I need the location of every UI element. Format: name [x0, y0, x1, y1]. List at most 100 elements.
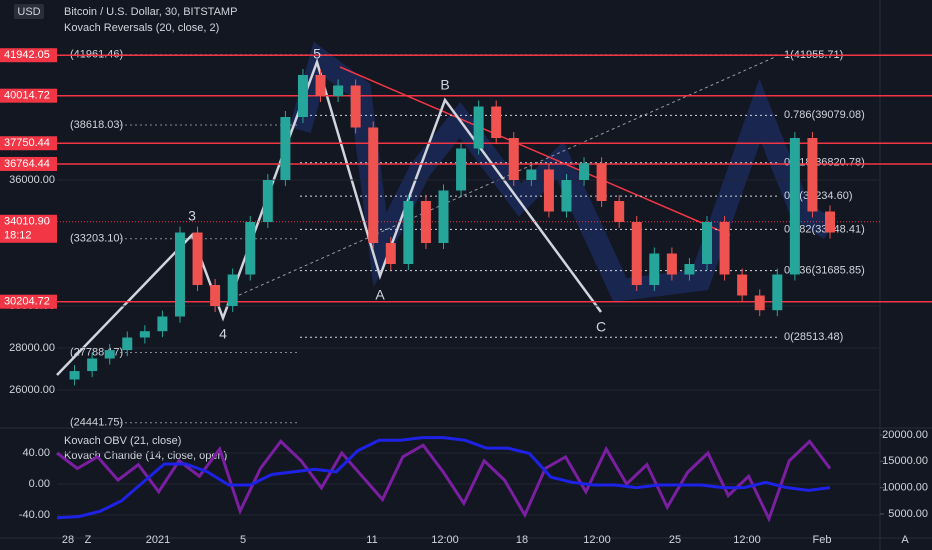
- fib-label: 0.382(33648.41): [784, 223, 865, 235]
- level-label: 30204.72: [4, 296, 50, 308]
- candle: [543, 169, 554, 212]
- candle: [649, 253, 660, 285]
- candle: [702, 222, 713, 264]
- fib-label: 0.786(39079.08): [784, 109, 865, 121]
- candle: [456, 148, 467, 191]
- level-label: 37750.44: [4, 137, 50, 149]
- wave-label: 4: [219, 326, 227, 342]
- obv-line: [56, 436, 831, 520]
- x-tick-label: 11: [366, 534, 377, 546]
- candle: [104, 350, 115, 359]
- candle: [403, 201, 414, 264]
- candle: [807, 138, 818, 212]
- candle: [245, 222, 256, 275]
- level-label: 40014.72: [4, 90, 50, 102]
- candle: [174, 232, 185, 317]
- fib-label: 0(28513.48): [784, 331, 843, 343]
- candle: [333, 85, 344, 96]
- level-label: 41942.05: [4, 49, 50, 61]
- y-tick-label: 0.00: [29, 478, 50, 490]
- candle: [368, 127, 379, 243]
- candle: [473, 106, 484, 149]
- obv-title: Kovach OBV (21, close): [64, 435, 181, 447]
- candle: [596, 163, 607, 201]
- y-tick-label: 28000.00: [9, 342, 55, 354]
- currency-badge[interactable]: [14, 4, 44, 19]
- y-tick-label: -40.00: [19, 509, 50, 521]
- elliott-wave: [56, 58, 603, 376]
- candle: [420, 201, 431, 243]
- candle: [157, 316, 168, 332]
- candle: [719, 222, 730, 275]
- candle: [614, 201, 625, 222]
- candle: [561, 180, 572, 212]
- fib-trend-line: [227, 56, 776, 301]
- candle: [772, 274, 783, 311]
- fib-label: (38618.03): [70, 119, 123, 131]
- candle: [297, 75, 308, 117]
- countdown: 18:12: [4, 230, 32, 242]
- candle: [754, 295, 765, 311]
- fib-label: 0.236(31685.85): [784, 265, 865, 277]
- level-tag: [0, 156, 57, 171]
- x-tick-label: 2021: [146, 534, 170, 546]
- level-tag: [0, 136, 57, 151]
- candle: [315, 75, 326, 96]
- candle: [491, 106, 502, 138]
- wave-label: C: [596, 319, 606, 335]
- corner-right[interactable]: A: [901, 534, 909, 546]
- x-tick-label: 18: [516, 534, 528, 546]
- x-tick-label: 5: [240, 534, 246, 546]
- candle: [122, 337, 133, 351]
- candle: [631, 222, 642, 285]
- last-price: 34010.90: [4, 216, 50, 228]
- chande-title: Kovach Chande (14, close, open): [64, 450, 227, 462]
- currency: USD: [17, 6, 40, 18]
- level-tag: [0, 294, 57, 309]
- y2-tick-label: 20000.00: [882, 429, 928, 441]
- fib-label: (24441.75): [70, 417, 123, 429]
- fib-label: (33203.10): [70, 233, 123, 245]
- candle: [69, 371, 80, 380]
- candle: [579, 163, 590, 180]
- candle: [262, 180, 273, 222]
- y-tick-label: 26000.00: [9, 384, 55, 396]
- y-tick-label: 40.00: [22, 447, 50, 459]
- candle: [789, 138, 800, 275]
- candle: [227, 274, 238, 306]
- x-tick-label: 28: [62, 534, 74, 546]
- candle: [737, 274, 748, 296]
- candle: [825, 211, 835, 233]
- level-label: 36764.44: [4, 158, 50, 170]
- candle: [684, 264, 695, 275]
- y2-tick-label: 5000.00: [888, 508, 928, 520]
- candle: [350, 85, 361, 128]
- wave-label: A: [375, 287, 385, 303]
- candle: [508, 138, 519, 180]
- candle: [280, 117, 291, 180]
- candle: [210, 285, 221, 306]
- level-tag: [0, 88, 57, 103]
- symbol-title: Bitcoin / U.S. Dollar, 30, BITSTAMP: [64, 6, 237, 18]
- wave-label: 5: [313, 46, 321, 62]
- last-price-tag: [0, 214, 57, 243]
- indicator-title: Kovach Reversals (20, close, 2): [64, 22, 219, 34]
- x-tick-label: Feb: [813, 534, 832, 546]
- x-tick-label: 12:00: [431, 534, 459, 546]
- level-tag: [0, 48, 57, 63]
- candle: [192, 232, 203, 285]
- y2-tick-label: 15000.00: [882, 455, 928, 467]
- y2-tick-label: 10000.00: [882, 482, 928, 494]
- x-tick-label: 12:00: [583, 534, 611, 546]
- fib-label: (27788.17): [70, 346, 123, 358]
- candle: [87, 358, 98, 372]
- candle: [438, 190, 449, 243]
- candle: [385, 243, 396, 264]
- x-tick-label: 25: [669, 534, 681, 546]
- corner-left[interactable]: Z: [85, 534, 92, 546]
- wave-label: B: [440, 77, 449, 93]
- candle: [666, 253, 677, 275]
- y-tick-label: 36000.00: [9, 174, 55, 186]
- chande-line: [56, 439, 832, 523]
